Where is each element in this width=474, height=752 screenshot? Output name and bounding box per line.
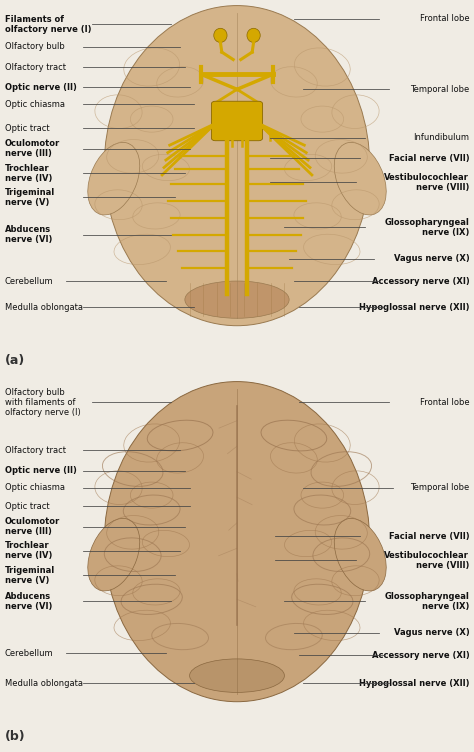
Text: Medulla oblongata: Medulla oblongata <box>5 302 83 311</box>
Ellipse shape <box>104 381 370 702</box>
Ellipse shape <box>185 281 289 318</box>
Text: Facial nerve (VII): Facial nerve (VII) <box>389 153 469 162</box>
Text: Optic tract: Optic tract <box>5 124 49 133</box>
Text: Abducens
nerve (VI): Abducens nerve (VI) <box>5 225 52 244</box>
Text: Infundibulum: Infundibulum <box>413 133 469 142</box>
Text: Optic nerve (II): Optic nerve (II) <box>5 466 77 475</box>
Text: Glossopharyngeal
nerve (IX): Glossopharyngeal nerve (IX) <box>384 217 469 237</box>
FancyBboxPatch shape <box>211 102 263 141</box>
Text: Trochlear
nerve (IV): Trochlear nerve (IV) <box>5 541 52 560</box>
Ellipse shape <box>88 142 140 215</box>
Text: Olfactory bulb
with filaments of
olfactory nerve (I): Olfactory bulb with filaments of olfacto… <box>5 387 81 417</box>
Text: Hypoglossal nerve (XII): Hypoglossal nerve (XII) <box>359 302 469 311</box>
Text: Cerebellum: Cerebellum <box>5 649 54 658</box>
Text: Oculomotor
nerve (III): Oculomotor nerve (III) <box>5 517 60 536</box>
Text: Vagus nerve (X): Vagus nerve (X) <box>393 254 469 263</box>
Ellipse shape <box>190 659 284 693</box>
Text: Vestibulocochlear
nerve (VIII): Vestibulocochlear nerve (VIII) <box>384 173 469 192</box>
Ellipse shape <box>334 518 386 591</box>
Text: Trigeminal
nerve (V): Trigeminal nerve (V) <box>5 566 55 584</box>
Ellipse shape <box>247 29 260 42</box>
Text: Accessory nerve (XI): Accessory nerve (XI) <box>372 277 469 286</box>
Text: Optic chiasma: Optic chiasma <box>5 484 65 492</box>
Text: Filaments of
olfactory nerve (I): Filaments of olfactory nerve (I) <box>5 15 91 34</box>
Text: (b): (b) <box>5 729 26 743</box>
Text: Olfactory tract: Olfactory tract <box>5 62 66 71</box>
Text: Cerebellum: Cerebellum <box>5 277 54 286</box>
Ellipse shape <box>214 29 227 42</box>
Text: (a): (a) <box>5 353 25 367</box>
Ellipse shape <box>88 518 140 591</box>
Text: Optic nerve (II): Optic nerve (II) <box>5 83 77 92</box>
Ellipse shape <box>334 142 386 215</box>
Text: Abducens
nerve (VI): Abducens nerve (VI) <box>5 592 52 611</box>
Text: Frontal lobe: Frontal lobe <box>419 398 469 407</box>
Ellipse shape <box>104 5 370 326</box>
Text: Oculomotor
nerve (III): Oculomotor nerve (III) <box>5 139 60 159</box>
Text: Temporal lobe: Temporal lobe <box>410 484 469 492</box>
Text: Olfactory tract: Olfactory tract <box>5 446 66 455</box>
Text: Medulla oblongata: Medulla oblongata <box>5 678 83 687</box>
Text: Accessory nerve (XI): Accessory nerve (XI) <box>372 650 469 660</box>
Text: Temporal lobe: Temporal lobe <box>410 85 469 94</box>
Text: Olfactory bulb: Olfactory bulb <box>5 42 64 51</box>
Text: Optic tract: Optic tract <box>5 502 49 511</box>
Text: Trigeminal
nerve (V): Trigeminal nerve (V) <box>5 188 55 207</box>
Text: Frontal lobe: Frontal lobe <box>419 14 469 23</box>
Text: Optic chiasma: Optic chiasma <box>5 100 65 109</box>
Text: Vestibulocochlear
nerve (VIII): Vestibulocochlear nerve (VIII) <box>384 550 469 570</box>
Text: Hypoglossal nerve (XII): Hypoglossal nerve (XII) <box>359 678 469 687</box>
Text: Vagus nerve (X): Vagus nerve (X) <box>393 629 469 638</box>
Text: Facial nerve (VII): Facial nerve (VII) <box>389 532 469 541</box>
Text: Trochlear
nerve (IV): Trochlear nerve (IV) <box>5 164 52 183</box>
Text: Glossopharyngeal
nerve (IX): Glossopharyngeal nerve (IX) <box>384 592 469 611</box>
